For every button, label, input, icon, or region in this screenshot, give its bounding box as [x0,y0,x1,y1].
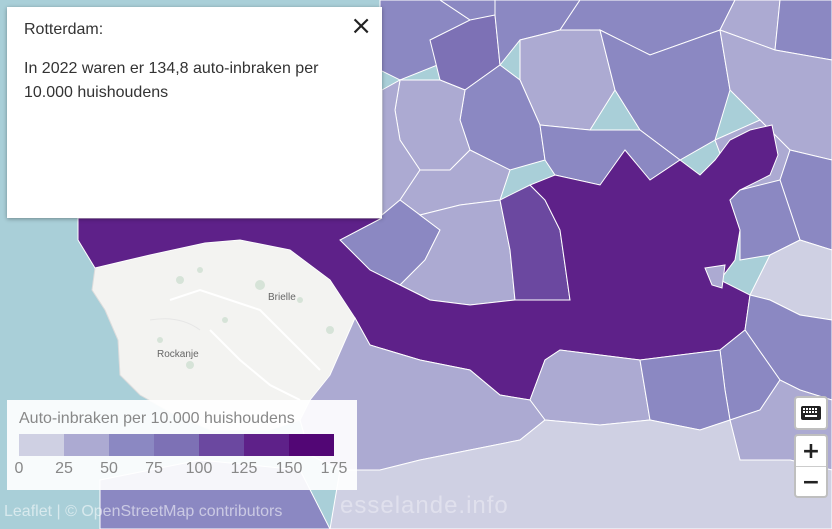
keyboard-icon[interactable] [794,396,828,430]
legend-swatch [19,434,64,456]
legend-swatch [244,434,289,456]
keyboard-icon-glyph [801,406,821,420]
legend-title: Auto-inbraken per 10.000 huishoudens [19,410,295,427]
zoom-in-button[interactable]: + [801,438,821,464]
legend-swatch [64,434,109,456]
popup-title: Rotterdam: [24,21,104,38]
popup-body: In 2022 waren er 134,8 auto-inbraken per… [24,60,319,101]
legend-ticks: 0 25 50 75 100 125 150 175 [15,460,349,480]
legend-swatch [154,434,199,456]
legend-tick: 150 [275,460,303,477]
legend-tick: 75 [145,460,163,477]
region[interactable] [529,349,651,426]
legend-color-bar [19,434,334,456]
legend-tick: 50 [100,460,118,477]
zoom-control: + − [794,434,828,498]
region[interactable] [729,179,801,261]
legend-tick: 175 [320,460,348,477]
region[interactable] [774,0,832,61]
legend-swatch [289,434,334,456]
legend-swatch [199,434,244,456]
info-popup: Rotterdam: In 2022 waren er 134,8 auto-i… [7,7,382,218]
region[interactable] [329,419,832,529]
legend-swatch [109,434,154,456]
watermark: esselande.info [340,492,509,519]
zoom-out-button[interactable]: − [796,466,826,497]
legend-tick: 0 [14,460,24,477]
legend-tick: 100 [185,460,213,477]
close-icon[interactable]: × [350,11,372,41]
legend-tick: 25 [55,460,73,477]
place-label-brielle: Brielle [268,292,296,303]
legend-tick: 125 [230,460,258,477]
map-legend: Auto-inbraken per 10.000 huishoudens 0 2… [7,400,357,490]
attribution[interactable]: Leaflet | © OpenStreetMap contributors [4,503,283,520]
place-label-rockanje: Rockanje [157,349,199,360]
region[interactable] [639,349,731,431]
